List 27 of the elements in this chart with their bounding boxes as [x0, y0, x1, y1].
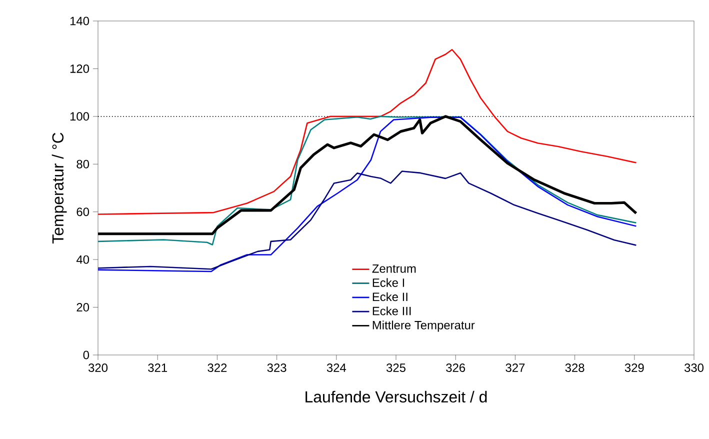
- legend-label: Zentrum: [372, 264, 416, 273]
- y-axis-title: Temperatur / °C: [52, 132, 67, 244]
- y-tick-label: 40: [76, 255, 90, 264]
- line-series: [97, 116, 637, 272]
- y-tick-label: 100: [70, 112, 90, 121]
- x-tick-label: 325: [386, 364, 406, 372]
- x-tick-label: 326: [446, 364, 466, 372]
- x-tick-label: 330: [684, 364, 704, 372]
- x-tick-label: 320: [88, 364, 108, 372]
- y-tick-label: 20: [76, 303, 90, 312]
- y-tick-label: 120: [70, 64, 90, 73]
- y-tick-label: 140: [70, 16, 90, 26]
- x-tick-label: 322: [208, 364, 227, 372]
- x-tick-label: 329: [624, 364, 644, 372]
- y-tick-label: 60: [76, 208, 90, 216]
- x-tick-label: 328: [565, 364, 584, 372]
- legend-label: Ecke II: [372, 292, 408, 302]
- legend-label: Ecke I: [372, 278, 404, 287]
- y-tick-label: 80: [76, 160, 90, 168]
- x-axis-title: Laufende Versuchszeit / d: [306, 390, 487, 403]
- x-tick-label: 321: [148, 364, 167, 372]
- legend-label: Mittlere Temperatur: [372, 320, 475, 332]
- x-tick-label: 324: [326, 364, 346, 372]
- y-tick-label: 0: [83, 350, 90, 360]
- x-tick-label: 327: [506, 364, 525, 372]
- x-tick-label: 323: [267, 364, 286, 372]
- legend-label: Ecke III: [372, 306, 411, 316]
